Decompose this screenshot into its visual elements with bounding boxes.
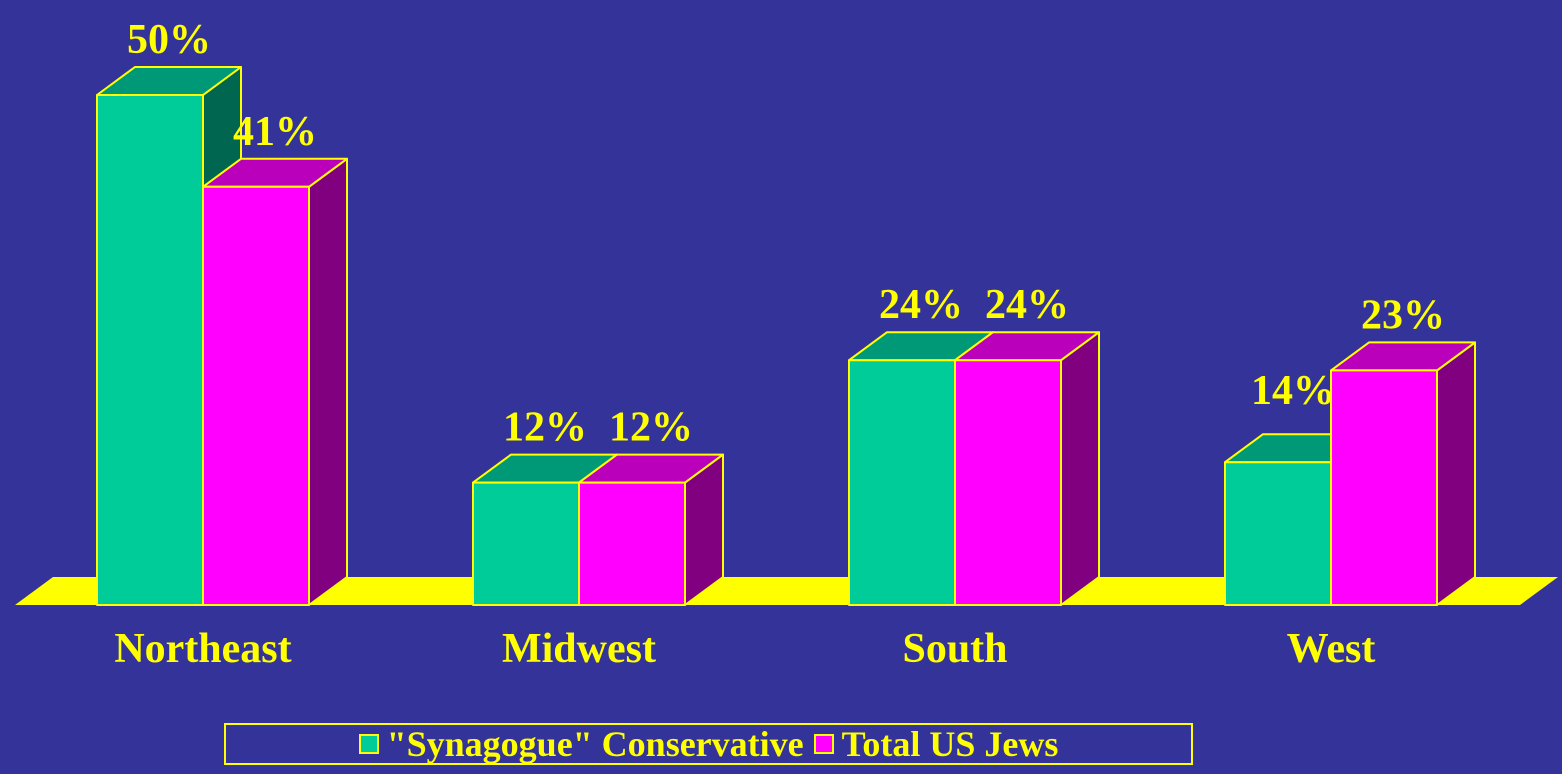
data-label-northeast-conservative: 50%: [127, 17, 211, 63]
bar-west-total-us-jews: [1330, 341, 1476, 606]
data-label-south-conservative: 24%: [879, 282, 963, 328]
bar-south-total-us-jews: [954, 331, 1100, 606]
data-label-northeast-total-us-jews: 41%: [233, 109, 317, 155]
bar-front-face: [954, 359, 1062, 606]
legend-label-total-us-jews: Total US Jews: [841, 724, 1059, 764]
data-label-west-conservative: 14%: [1251, 368, 1335, 414]
bar-side-face: [1436, 341, 1476, 606]
bar-midwest-total-us-jews: [578, 453, 724, 606]
legend-label-conservative: "Synagogue" Conservative: [386, 724, 804, 764]
data-label-midwest-total-us-jews: 12%: [609, 405, 693, 451]
bar-northeast-total-us-jews: [202, 157, 348, 606]
legend-item-total-us-jews: Total US Jews: [813, 723, 1059, 765]
data-label-west-total-us-jews: 23%: [1361, 292, 1445, 338]
bar-front-face: [578, 481, 686, 606]
chart-floor: [15, 577, 1558, 605]
bar-front-face: [96, 94, 204, 606]
bar-side-face: [308, 157, 348, 606]
category-label-midwest: Midwest: [502, 626, 656, 672]
legend: "Synagogue" Conservative Total US Jews: [224, 723, 1193, 765]
category-label-northeast: Northeast: [114, 626, 291, 672]
category-label-west: West: [1287, 626, 1376, 672]
data-label-midwest-conservative: 12%: [503, 405, 587, 451]
data-label-south-total-us-jews: 24%: [985, 282, 1069, 328]
bar-front-face: [1330, 369, 1438, 606]
bar-front-face: [472, 481, 580, 606]
legend-item-conservative: "Synagogue" Conservative: [358, 723, 804, 765]
legend-swatch-conservative: [358, 734, 379, 754]
bar-front-face: [202, 185, 310, 606]
bar-front-face: [848, 359, 956, 606]
category-label-south: South: [902, 626, 1007, 672]
legend-swatch-total-us-jews: [813, 734, 834, 754]
bar-front-face: [1224, 461, 1332, 606]
bar-side-face: [1060, 331, 1100, 606]
